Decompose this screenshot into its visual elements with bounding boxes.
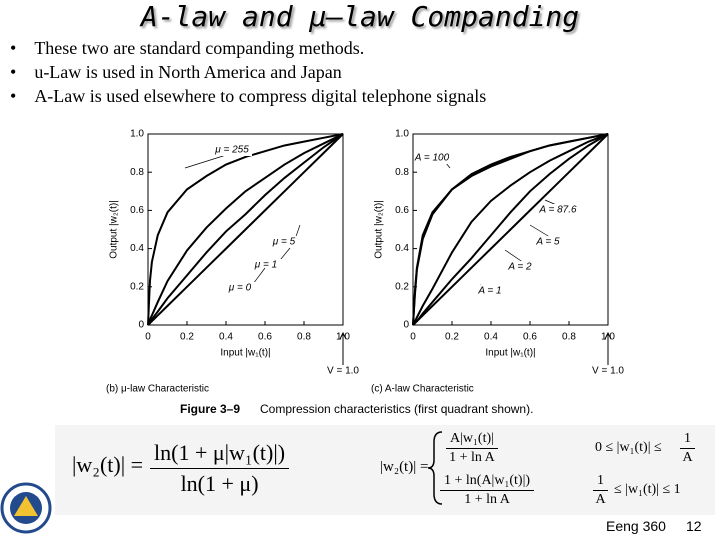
curve — [412, 133, 609, 326]
label-bg — [416, 152, 452, 164]
x-axis-label: Input |w₁(t)| — [220, 348, 270, 359]
v-arrowhead — [339, 331, 347, 340]
curve — [147, 133, 344, 326]
x-tick-label: 0.8 — [297, 332, 311, 343]
denominator: 1 + ln A — [464, 492, 510, 507]
x-tick-label: 0 — [410, 332, 416, 343]
label-bg — [532, 236, 568, 248]
curve — [147, 133, 344, 326]
y-tick-label: 0.4 — [130, 243, 144, 254]
formula-lhs: |w₂(t)| = — [380, 459, 429, 475]
figure-label: Figure 3–9 — [180, 402, 240, 416]
figure-caption: Compression characteristics (first quadr… — [260, 402, 533, 416]
bullet-text: u-Law is used in North America and Japan — [34, 62, 342, 82]
curve-label: A = 5 — [535, 237, 560, 248]
condition: ≤ |w₁(t)| ≤ 1 — [614, 482, 681, 497]
numerator: ln(1 + μ|w₁(t)|) — [150, 438, 290, 469]
slide-title: A-law and μ–law Companding — [140, 0, 580, 33]
logo — [0, 482, 52, 534]
denominator: A — [595, 492, 606, 507]
bullet-text: A-Law is used elsewhere to compress digi… — [34, 86, 487, 106]
y-tick-label: 0.2 — [130, 281, 144, 292]
x-tick-label: 0.4 — [484, 332, 498, 343]
formula-panel — [55, 425, 715, 515]
chart-caption: (c) A-law Characteristic — [371, 384, 474, 395]
y-tick-label: 0 — [138, 320, 144, 331]
curve — [412, 133, 609, 326]
y-tick-label: 0.8 — [395, 167, 409, 178]
y-tick-label: 0.6 — [395, 205, 409, 216]
fraction: 1 + ln(A|w₁(t)|) 1 + ln A — [440, 472, 535, 509]
fraction: ln(1 + μ|w₁(t)|) ln(1 + μ) — [150, 438, 290, 499]
condition: 0 ≤ |w₁(t)| ≤ — [595, 440, 662, 455]
x-tick-label: 0.4 — [219, 332, 233, 343]
numerator: A|w₁(t)| — [446, 430, 498, 449]
bullet-list: • These two are standard companding meth… — [10, 36, 486, 108]
curve-label: μ = 255 — [214, 145, 249, 156]
x-axis-label: Input |w₁(t)| — [485, 348, 535, 359]
y-tick-label: 0.6 — [130, 205, 144, 216]
v-arrowhead — [604, 331, 612, 340]
y-tick-label: 0 — [403, 320, 409, 331]
y-tick-label: 1.0 — [130, 129, 144, 140]
denominator: ln(1 + μ) — [180, 471, 259, 496]
y-tick-label: 0.4 — [395, 243, 409, 254]
x-tick-label: 0.6 — [258, 332, 272, 343]
label-bg — [268, 236, 304, 248]
y-tick-label: 1.0 — [395, 129, 409, 140]
bullet: • These two are standard companding meth… — [10, 38, 365, 58]
denominator: A — [682, 450, 693, 465]
x-tick-label: 0 — [145, 332, 151, 343]
label-bg — [504, 261, 540, 273]
label-bg — [224, 282, 260, 294]
label-bg — [216, 144, 252, 156]
x-tick-label: 0.8 — [562, 332, 576, 343]
brace — [427, 431, 443, 505]
y-tick-label: 0.2 — [395, 281, 409, 292]
y-axis-label: Output |w₂(t)| — [374, 200, 385, 259]
page-number: 12 — [686, 518, 702, 534]
curve-label: μ = 0 — [228, 283, 252, 294]
curve-label: A = 1 — [477, 286, 501, 297]
y-axis-label: Output |w₂(t)| — [109, 200, 120, 259]
curve-label: A = 2 — [507, 262, 532, 273]
label-bg — [474, 285, 510, 297]
x-tick-label: 0.2 — [180, 332, 194, 343]
chart-caption: (b) μ-law Characteristic — [106, 384, 209, 395]
formula-lhs: |w₂(t)| = — [72, 452, 144, 477]
bullet-text: These two are standard companding method… — [34, 38, 365, 58]
curve-label: A = 100 — [414, 153, 450, 164]
bullet: • A-Law is used elsewhere to compress di… — [10, 86, 487, 106]
y-tick-label: 0.8 — [130, 167, 144, 178]
curve-label: A = 87.6 — [538, 205, 577, 216]
curve-label: μ = 5 — [272, 237, 296, 248]
label-bg — [250, 259, 286, 271]
numerator: 1 + ln(A|w₁(t)|) — [440, 472, 535, 491]
numerator: 1 — [593, 472, 608, 491]
curve — [412, 133, 609, 326]
footer: Eeng 360 — [606, 518, 666, 534]
denominator: 1 + ln A — [449, 450, 495, 465]
numerator: 1 — [680, 430, 695, 449]
v-label: V = 1.0 — [592, 366, 624, 377]
plot-area — [412, 133, 609, 326]
curve — [147, 133, 344, 326]
plot-area — [147, 133, 344, 326]
curve-label: μ = 1 — [254, 260, 277, 271]
v-label: V = 1.0 — [327, 366, 359, 377]
x-tick-label: 0.6 — [523, 332, 537, 343]
fraction: A|w₁(t)| 1 + ln A — [446, 430, 498, 467]
x-tick-label: 0.2 — [445, 332, 459, 343]
bullet: • u-Law is used in North America and Jap… — [10, 62, 342, 82]
curve — [147, 133, 344, 326]
label-bg — [542, 204, 578, 216]
